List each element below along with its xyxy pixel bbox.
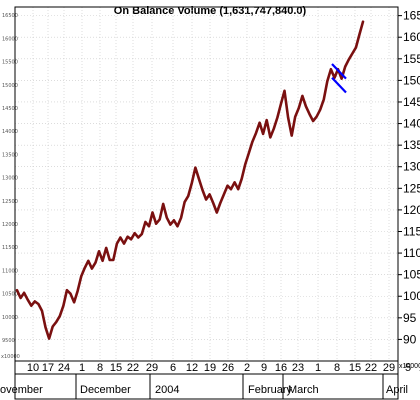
x-date-label: 8 — [334, 362, 340, 374]
right-tick-label: 90 — [403, 332, 417, 346]
x-date-label: 1 — [315, 362, 321, 374]
x-date-label: 12 — [186, 362, 198, 374]
right-tick-label: 110 — [403, 246, 420, 260]
left-unit-label: x10000 — [1, 354, 20, 360]
trend-channel-upper — [331, 63, 347, 80]
left-tick-label: 13500 — [2, 152, 18, 158]
x-date-label: 1 — [79, 362, 85, 374]
left-axis: 9500 10000 10500 11000 11500 12000 12500 13000 1… — [1, 13, 20, 360]
left-tick-label: 9500 — [2, 338, 15, 344]
x-date-label: 16 — [275, 362, 287, 374]
right-tick-label: 165 — [403, 9, 420, 23]
x-date-label: 19 — [204, 362, 216, 374]
grid — [15, 7, 398, 361]
left-tick-label: 16500 — [2, 13, 18, 19]
x-date-label: 15 — [349, 362, 361, 374]
trend-channel-lower — [331, 77, 347, 94]
right-tick-label: 125 — [403, 181, 420, 195]
right-tick-label: 105 — [403, 268, 420, 282]
right-tick-label: 135 — [403, 138, 420, 152]
right-tick-label: 140 — [403, 117, 420, 131]
left-tick-label: 16000 — [2, 36, 18, 42]
right-tick-label: 100 — [403, 289, 420, 303]
right-axis: 90 95 100 105 110 115 120 125 130 135 140 145 150 155… — [398, 9, 420, 370]
x-date-label: 29 — [146, 362, 158, 374]
x-date-label: 2 — [244, 362, 250, 374]
right-tick-label: 115 — [403, 224, 420, 238]
x-date-label: 6 — [170, 362, 176, 374]
x-date-label: 5 — [405, 362, 411, 374]
right-tick-label: 150 — [403, 73, 420, 87]
right-tick-label: 155 — [403, 52, 420, 66]
left-tick-label: 10500 — [2, 292, 18, 298]
right-tick-label: 120 — [403, 203, 420, 217]
right-tick-label: 95 — [403, 311, 417, 325]
right-tick-label: 160 — [403, 30, 420, 44]
obv-line — [15, 20, 365, 340]
left-tick-label: 15000 — [2, 83, 18, 89]
x-date-label: 23 — [292, 362, 304, 374]
x-date-label: 9 — [261, 362, 267, 374]
left-tick-label: 13000 — [2, 176, 18, 182]
x-axis-frame — [14, 360, 399, 400]
x-date-label: 12 — [419, 362, 420, 374]
x-month-label: February — [248, 384, 293, 396]
x-date-label: 26 — [222, 362, 234, 374]
x-date-label: 22 — [365, 362, 377, 374]
right-tick-label: 130 — [403, 160, 420, 174]
right-unit-label: x1000000 — [399, 363, 420, 370]
x-date-label: 24 — [58, 362, 70, 374]
x-axis: 10172418152229612192629162318152229512ov… — [0, 362, 420, 399]
left-tick-label: 12000 — [2, 222, 18, 228]
x-date-label: 15 — [110, 362, 122, 374]
left-tick-label: 10000 — [2, 315, 18, 321]
left-tick-label: 14000 — [2, 129, 18, 135]
x-month-label: ovember — [0, 384, 43, 396]
x-month-label: December — [80, 384, 131, 396]
left-tick-label: 11000 — [2, 268, 18, 274]
right-tick-label: 145 — [403, 95, 420, 109]
left-tick-label: 12500 — [2, 199, 18, 205]
left-tick-label: 11500 — [2, 245, 18, 251]
x-date-label: 10 — [27, 362, 39, 374]
x-month-label: March — [288, 384, 319, 396]
x-month-label: April — [386, 384, 408, 396]
plot-area — [15, 20, 365, 340]
x-date-label: 22 — [127, 362, 139, 374]
x-date-label: 8 — [97, 362, 103, 374]
x-date-label: 17 — [42, 362, 54, 374]
left-tick-label: 15500 — [2, 60, 18, 66]
left-tick-label: 14500 — [2, 106, 18, 112]
x-month-label: 2004 — [155, 384, 179, 396]
x-date-label: 29 — [383, 362, 395, 374]
